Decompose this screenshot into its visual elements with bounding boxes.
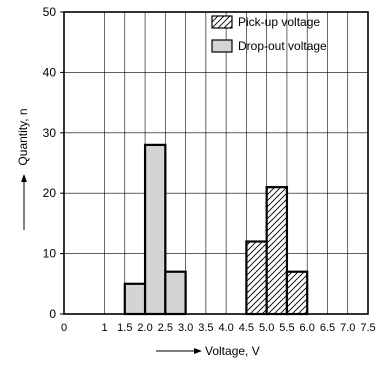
y-tick-label: 10 — [43, 247, 57, 261]
bar-pick-up-voltage — [285, 270, 309, 316]
bar-drop-out-voltage — [123, 282, 147, 316]
x-tick-label: 0 — [61, 322, 67, 334]
y-tick-label: 20 — [43, 186, 57, 200]
y-axis-arrow-head — [21, 174, 27, 182]
y-tick-label: 50 — [43, 5, 57, 19]
x-tick-label: 2.5 — [158, 322, 173, 334]
y-tick-label: 40 — [43, 65, 57, 79]
y-tick-label: 0 — [49, 307, 56, 321]
x-tick-label: 7.5 — [360, 322, 375, 334]
x-tick-label: 1.5 — [117, 322, 132, 334]
x-tick-label: 1 — [101, 322, 107, 334]
x-tick-label: 4.5 — [239, 322, 254, 334]
x-axis-arrow-head — [194, 348, 202, 354]
legend-label-drop-out: Drop-out voltage — [238, 39, 327, 53]
x-tick-label: 6.0 — [300, 322, 315, 334]
x-tick-label: 6.5 — [320, 322, 335, 334]
bars — [123, 143, 309, 316]
x-tick-label: 2.0 — [137, 322, 152, 334]
y-tick-labels: 0 10 20 30 40 50 — [43, 5, 64, 321]
y-tick-label: 30 — [43, 126, 57, 140]
legend: Pick-up voltage Drop-out voltage — [211, 15, 327, 53]
x-tick-label: 7.0 — [340, 322, 355, 334]
bar-pick-up-voltage — [265, 186, 289, 316]
legend-swatch-drop-out — [211, 39, 233, 53]
x-axis-label-group: Voltage, V — [156, 344, 260, 358]
x-tick-labels: 0 1 1.5 2.0 2.5 3.0 3.5 4.0 4.5 5.0 5.5 6.0 6.5 7.0 7.… — [61, 322, 376, 334]
legend-swatch-pick-up — [211, 15, 233, 29]
y-axis-label: Quantity, n — [16, 108, 30, 165]
bar-pick-up-voltage — [245, 240, 268, 316]
bar-drop-out-voltage — [164, 270, 187, 316]
x-tick-label: 4.0 — [218, 322, 233, 334]
x-tick-label: 5.5 — [279, 322, 294, 334]
x-tick-label: 5.0 — [259, 322, 274, 334]
legend-label-pick-up: Pick-up voltage — [238, 15, 320, 29]
y-axis-label-group: Quantity, n — [16, 108, 30, 230]
x-axis-label: Voltage, V — [205, 344, 260, 358]
x-tick-label: 3.5 — [198, 322, 213, 334]
grid — [64, 12, 368, 314]
bar-drop-out-voltage — [143, 143, 167, 316]
x-tick-label: 3.0 — [178, 322, 193, 334]
plot-frame — [63, 11, 369, 315]
